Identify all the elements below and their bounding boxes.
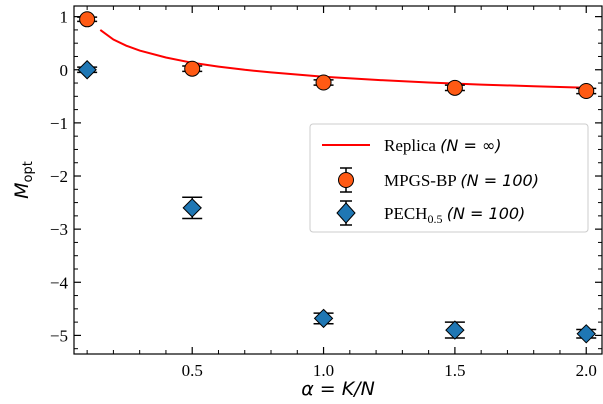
legend-pech-text: PECH0.5 (N = 100) [384, 204, 525, 226]
legend: Replica (N = ∞) MPGS-BP (N = 100) PECH0.… [309, 123, 589, 233]
mpgs-point [184, 60, 201, 77]
pech-point [77, 60, 97, 80]
x-axis-label: α = K/N [301, 378, 375, 400]
pech-point [576, 324, 596, 344]
legend-pech-sub: 0.5 [427, 212, 442, 226]
y-axis-label-text: Mopt [11, 161, 36, 199]
legend-mpgs-text: MPGS-BP (N = 100) [384, 171, 539, 190]
mpgs-point [578, 83, 595, 100]
plot-area-frame [73, 5, 603, 355]
legend-pech-swatch [336, 200, 356, 226]
axis-ticks: 1 0 −1 −2 −3 −4 −5 0.5 1.0 1.5 2.0 [50, 6, 602, 380]
legend-mpgs-math: (N = 100) [460, 171, 539, 190]
series-layer [77, 11, 597, 344]
y-tick-label: −4 [50, 273, 69, 292]
legend-pech-label: PECH [384, 204, 427, 223]
x-tick-label: 0.5 [182, 361, 203, 380]
y-tick-label: 0 [60, 61, 69, 80]
legend-mpgs-swatch [338, 167, 354, 193]
y-tick-label: −3 [50, 220, 68, 239]
y-axis-label-main: M [11, 182, 33, 198]
mpgs-point [315, 74, 332, 91]
y-tick-label: −2 [50, 167, 68, 186]
mpgs-point [79, 11, 96, 28]
x-axis-label-text: α = K/N [301, 378, 375, 400]
pech-point [445, 320, 465, 340]
legend-replica-label: Replica [384, 136, 436, 155]
y-tick-label: −5 [50, 326, 68, 345]
y-axis-label: Mopt [11, 161, 36, 199]
y-tick-label: 1 [60, 8, 69, 27]
replica-curve [99, 29, 587, 89]
pech-point [313, 308, 334, 329]
legend-replica-text: Replica (N = ∞) [384, 136, 502, 155]
pech-point [182, 198, 202, 218]
legend-frame [309, 123, 589, 233]
legend-replica-math: (N = ∞) [440, 136, 501, 155]
legend-mpgs-label: MPGS-BP [384, 171, 456, 190]
x-tick-label: 1.0 [313, 361, 334, 380]
mpgs-point [446, 79, 463, 96]
y-tick-label: −1 [50, 114, 68, 133]
y-axis-label-sub: opt [21, 161, 36, 182]
legend-pech-math: (N = 100) [447, 204, 526, 223]
x-tick-label: 1.5 [444, 361, 465, 380]
x-tick-label: 2.0 [576, 361, 597, 380]
